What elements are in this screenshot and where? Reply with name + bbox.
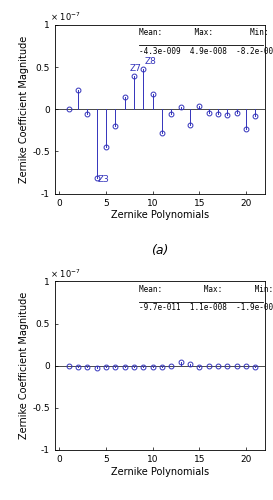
Text: Z3: Z3 (97, 176, 109, 184)
Text: Mean:         Max:       Min:: Mean: Max: Min: (139, 284, 273, 294)
Text: (a): (a) (151, 244, 168, 257)
Text: $\times$ 10$^{-7}$: $\times$ 10$^{-7}$ (51, 268, 81, 280)
X-axis label: Zernike Polynomials: Zernike Polynomials (111, 466, 209, 476)
Text: Mean:       Max:        Min:: Mean: Max: Min: (139, 28, 268, 38)
Text: Z7: Z7 (129, 64, 141, 73)
Y-axis label: Zernike Coefficient Magnitude: Zernike Coefficient Magnitude (19, 292, 29, 440)
Text: -4.3e-009  4.9e-008  -8.2e-008: -4.3e-009 4.9e-008 -8.2e-008 (139, 47, 273, 56)
Text: -9.7e-011  1.1e-008  -1.9e-008: -9.7e-011 1.1e-008 -1.9e-008 (139, 304, 273, 312)
Text: $\times$ 10$^{-7}$: $\times$ 10$^{-7}$ (51, 11, 81, 24)
Text: Z8: Z8 (144, 58, 156, 66)
X-axis label: Zernike Polynomials: Zernike Polynomials (111, 210, 209, 220)
Y-axis label: Zernike Coefficient Magnitude: Zernike Coefficient Magnitude (19, 36, 29, 183)
